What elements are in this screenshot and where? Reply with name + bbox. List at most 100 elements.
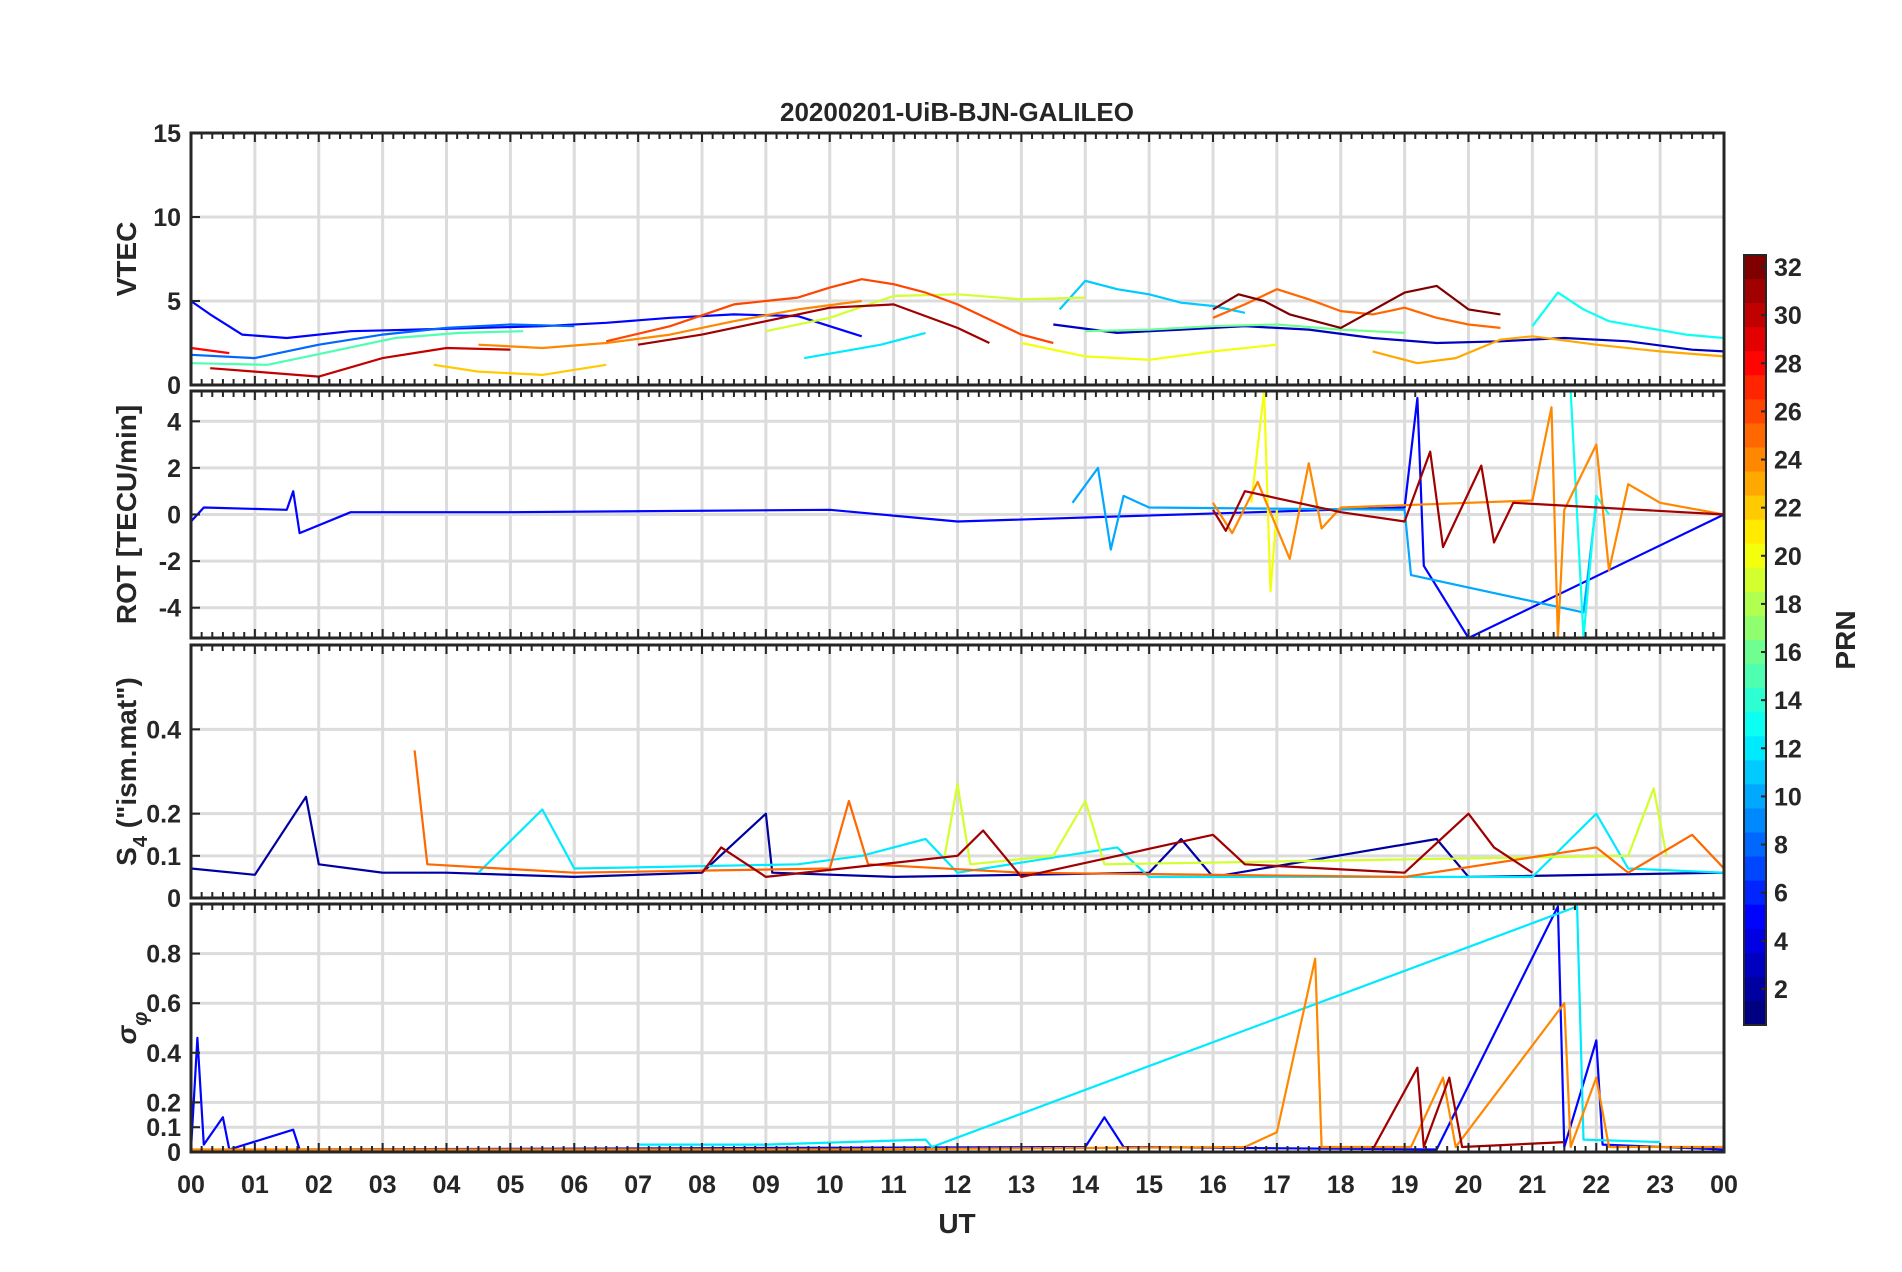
series-line-prn-30 bbox=[210, 346, 511, 378]
y-tick-label: 0.8 bbox=[146, 941, 181, 969]
colorbar-tick-label: 12 bbox=[1774, 735, 1802, 763]
colorbar-tick-label: 26 bbox=[1774, 398, 1802, 426]
series-line-prn-25 bbox=[413, 750, 1724, 879]
colorbar-tick-label: 30 bbox=[1774, 302, 1802, 330]
x-tick-label: 16 bbox=[1199, 1171, 1227, 1199]
series-line-prn-26 bbox=[605, 278, 1054, 345]
series-line-prn-16 bbox=[1085, 323, 1405, 334]
y-axis-label-s4: S4 ("ism.mat") bbox=[111, 677, 152, 866]
colorbar-label: PRN bbox=[1830, 610, 1861, 669]
series-line-prn-10 bbox=[1071, 466, 1598, 614]
series-line-prn-19 bbox=[765, 293, 1086, 333]
x-tick-label: 00 bbox=[177, 1171, 205, 1199]
x-axis-label: UT bbox=[938, 1208, 975, 1239]
x-tick-label: 22 bbox=[1582, 1171, 1610, 1199]
colorbar-tick-label: 14 bbox=[1774, 687, 1802, 715]
series-line-prn-8 bbox=[191, 323, 575, 360]
colorbar-tick-label: 16 bbox=[1774, 639, 1802, 667]
series-line-prn-12 bbox=[804, 331, 926, 360]
series-line-prn-24 bbox=[191, 957, 1724, 1151]
series-line-prn-11 bbox=[1058, 279, 1246, 314]
colorbar-tick-label: 22 bbox=[1774, 495, 1802, 523]
colorbar-tick-label: 24 bbox=[1774, 447, 1802, 475]
series-line-prn-31 bbox=[1212, 450, 1724, 549]
chart-title: 20200201-UiB-BJN-GALILEO bbox=[780, 97, 1134, 127]
y-tick-label: 0 bbox=[167, 1139, 181, 1167]
x-tick-label: 03 bbox=[369, 1171, 397, 1199]
series-line-prn-23 bbox=[1372, 335, 1724, 365]
colorbar-tick-label: 32 bbox=[1774, 254, 1802, 282]
y-tick-label: 15 bbox=[153, 120, 181, 148]
series-line-prn-32 bbox=[1212, 284, 1501, 329]
x-tick-label: 01 bbox=[241, 1171, 269, 1199]
x-tick-label: 07 bbox=[624, 1171, 652, 1199]
y-tick-label: 4 bbox=[167, 408, 181, 436]
series-line-prn-20 bbox=[1250, 391, 1278, 593]
colorbar-frame bbox=[1743, 254, 1767, 1026]
series-group bbox=[191, 391, 1724, 638]
series-group bbox=[191, 750, 1724, 879]
y-tick-label: 0.1 bbox=[146, 1114, 181, 1142]
series-group bbox=[191, 278, 1724, 378]
x-tick-label: 12 bbox=[944, 1171, 972, 1199]
x-tick-label: 18 bbox=[1327, 1171, 1355, 1199]
panel-sigma_phi: 00.10.2 0.4 0.6 0.8 σφ bbox=[111, 902, 1726, 1167]
plot-frame bbox=[189, 389, 1726, 640]
y-tick-label: 0.4 bbox=[146, 1040, 181, 1068]
series-line-prn-31 bbox=[701, 812, 1534, 879]
x-tick-label: 21 bbox=[1518, 1171, 1546, 1199]
x-tick-label: 13 bbox=[1007, 1171, 1035, 1199]
x-tick-label: 05 bbox=[496, 1171, 524, 1199]
series-line-prn-15 bbox=[191, 330, 524, 366]
colorbar-tick-label: 4 bbox=[1774, 928, 1788, 956]
x-tick-label: 08 bbox=[688, 1171, 716, 1199]
colorbar-tick-label: 8 bbox=[1774, 832, 1788, 860]
x-tick-label: 06 bbox=[560, 1171, 588, 1199]
series-line-prn-24 bbox=[1212, 406, 1724, 638]
plot-frame bbox=[189, 131, 1726, 387]
x-tick-label: 04 bbox=[433, 1171, 461, 1199]
series-line-prn-22 bbox=[433, 363, 607, 376]
x-tick-label: 20 bbox=[1455, 1171, 1483, 1199]
x-tick-label: 02 bbox=[305, 1171, 333, 1199]
y-tick-label: 10 bbox=[153, 204, 181, 232]
y-tick-label: 0.1 bbox=[146, 843, 181, 871]
x-tick-label: 09 bbox=[752, 1171, 780, 1199]
panel-s4: 0 0.1 0.2 0.4S4 ("ism.mat") bbox=[111, 643, 1726, 913]
series-group bbox=[191, 905, 1724, 1151]
y-tick-label: 0 bbox=[167, 885, 181, 913]
x-tick-labels: 00 01 02 03 04 05 06 07 08 09 10 11 12 13 14 15 16 17 18 19… bbox=[177, 1171, 1738, 1199]
y-tick-label: 0.4 bbox=[146, 716, 181, 744]
x-tick-label: 15 bbox=[1135, 1171, 1163, 1199]
colorbar-tick-label: 18 bbox=[1774, 591, 1802, 619]
colorbar-gradient bbox=[1744, 255, 1766, 1026]
x-tick-label: 14 bbox=[1071, 1171, 1099, 1199]
panel-rot: -4 -2 0 2 4 ROT [TECU/min] bbox=[111, 389, 1726, 640]
x-tick-label: 11 bbox=[880, 1171, 907, 1199]
series-line-prn-28 bbox=[191, 346, 230, 355]
y-axis-label-sigma_phi: σφ bbox=[111, 1012, 152, 1045]
plot-frame bbox=[189, 643, 1726, 900]
series-line-prn-2 bbox=[191, 795, 1724, 879]
y-tick-label: 5 bbox=[167, 288, 181, 316]
colorbar-tick-label: 20 bbox=[1774, 543, 1802, 571]
x-tick-label: 17 bbox=[1263, 1171, 1291, 1199]
series-line-prn-12 bbox=[477, 808, 1724, 879]
series-line-prn-5 bbox=[191, 905, 1724, 1151]
y-tick-label: 0 bbox=[167, 502, 181, 530]
series-line-prn-5 bbox=[191, 396, 1724, 638]
y-tick-label: 0.2 bbox=[146, 801, 181, 829]
series-line-prn-25 bbox=[1212, 288, 1501, 329]
x-tick-label: 23 bbox=[1646, 1171, 1674, 1199]
y-tick-label: 0 bbox=[167, 372, 181, 400]
colorbar-tick-label: 10 bbox=[1774, 783, 1802, 811]
y-tick-label: 0.2 bbox=[146, 1089, 181, 1117]
y-axis-label-rot: ROT [TECU/min] bbox=[111, 405, 142, 624]
colorbar-tick-label: 6 bbox=[1774, 880, 1788, 908]
y-tick-label: -2 bbox=[159, 548, 181, 576]
series-line-prn-31 bbox=[637, 303, 990, 346]
x-tick-label: 10 bbox=[816, 1171, 844, 1199]
